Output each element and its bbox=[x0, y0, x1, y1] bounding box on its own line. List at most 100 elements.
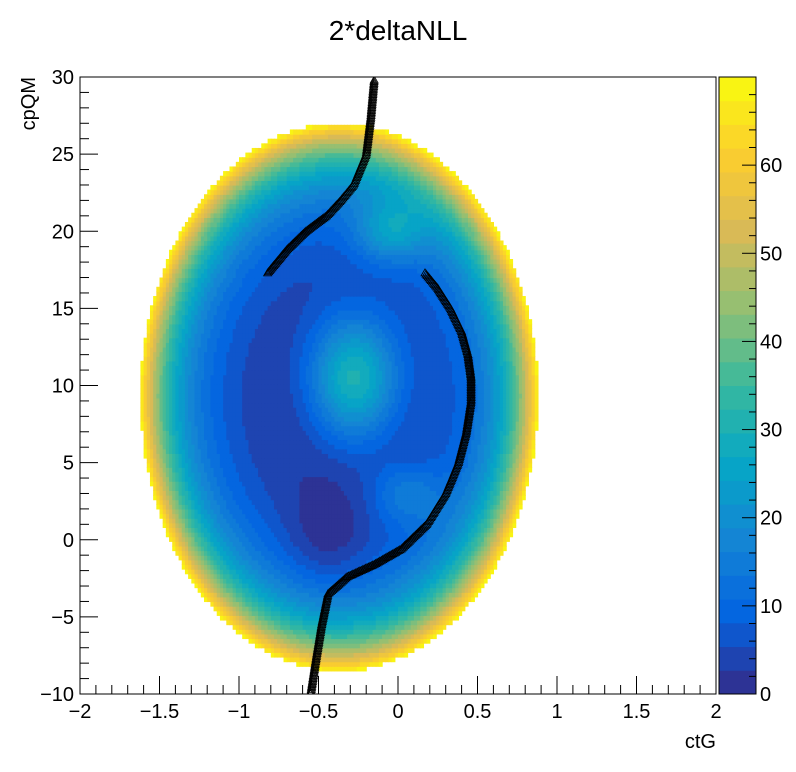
heatmap-cell bbox=[191, 550, 196, 556]
heatmap-cell bbox=[210, 545, 215, 552]
heatmap-cell bbox=[471, 532, 475, 538]
heatmap-cell bbox=[382, 527, 386, 533]
heatmap-cell bbox=[372, 656, 377, 663]
heatmap-cell bbox=[439, 601, 444, 607]
heatmap-cell bbox=[273, 527, 278, 533]
heatmap-cell bbox=[426, 536, 431, 542]
heatmap-cell bbox=[385, 596, 390, 603]
heatmap-cell bbox=[401, 564, 405, 570]
heatmap-cell bbox=[270, 629, 275, 635]
heatmap-cell bbox=[226, 582, 231, 589]
heatmap-cell bbox=[404, 564, 409, 570]
heatmap-cell bbox=[343, 624, 348, 630]
heatmap-cell bbox=[388, 536, 393, 542]
heatmap-cell bbox=[382, 578, 386, 584]
heatmap-cell bbox=[388, 638, 393, 644]
heatmap-cell bbox=[350, 592, 355, 598]
heatmap-cell bbox=[286, 619, 291, 626]
heatmap-cell bbox=[401, 518, 405, 524]
heatmap-cell bbox=[448, 545, 453, 552]
heatmap-cell bbox=[490, 522, 494, 529]
heatmap-cell bbox=[420, 555, 425, 561]
heatmap-cell bbox=[432, 536, 437, 542]
heatmap-cell bbox=[366, 643, 370, 649]
heatmap-cell bbox=[531, 453, 536, 459]
heatmap-cell bbox=[308, 522, 313, 529]
heatmap-cell bbox=[172, 532, 176, 538]
heatmap-cell bbox=[429, 569, 434, 575]
heatmap-cell bbox=[356, 536, 361, 542]
heatmap-cell bbox=[502, 522, 507, 529]
heatmap-cell bbox=[401, 592, 405, 598]
heatmap-cell bbox=[226, 555, 231, 561]
heatmap-cell bbox=[394, 592, 399, 598]
heatmap-cell bbox=[197, 564, 202, 570]
heatmap-cell bbox=[458, 606, 463, 612]
heatmap-cell bbox=[340, 555, 345, 561]
heatmap-cell bbox=[340, 606, 345, 612]
heatmap-cell bbox=[270, 592, 275, 598]
heatmap-cell bbox=[385, 656, 390, 663]
heatmap-cell bbox=[439, 532, 444, 538]
heatmap-cell bbox=[299, 578, 304, 584]
heatmap-cell bbox=[372, 532, 377, 538]
heatmap-cell bbox=[248, 518, 253, 524]
heatmap-cell bbox=[394, 518, 399, 524]
heatmap-cell bbox=[471, 545, 475, 552]
heatmap-cell bbox=[280, 638, 285, 644]
heatmap-cell bbox=[223, 592, 227, 598]
heatmap-cell bbox=[490, 545, 494, 552]
heatmap-cell bbox=[442, 610, 447, 616]
heatmap-cell bbox=[423, 582, 428, 589]
heatmap-cell bbox=[432, 541, 437, 547]
heatmap-cell bbox=[522, 485, 526, 491]
heatmap-cell bbox=[213, 587, 218, 593]
heatmap-cell bbox=[286, 522, 291, 529]
heatmap-cell bbox=[318, 666, 323, 672]
heatmap-cell bbox=[277, 615, 281, 621]
heatmap-cell bbox=[343, 629, 348, 635]
heatmap-cell bbox=[293, 527, 297, 533]
heatmap-cell bbox=[398, 536, 402, 542]
heatmap-cell bbox=[426, 615, 431, 621]
heatmap-cell bbox=[324, 573, 329, 579]
heatmap-cell bbox=[404, 582, 409, 589]
heatmap-cell bbox=[442, 592, 447, 598]
heatmap-cell bbox=[200, 564, 205, 570]
heatmap-cell bbox=[471, 596, 475, 603]
heatmap-cell bbox=[229, 606, 234, 612]
heatmap-cell bbox=[305, 532, 310, 538]
heatmap-cell bbox=[191, 578, 196, 584]
heatmap-cell bbox=[318, 629, 323, 635]
heatmap-cell bbox=[394, 541, 399, 547]
heatmap-cell bbox=[302, 656, 307, 663]
heatmap-cell bbox=[194, 522, 199, 529]
heatmap-cell bbox=[474, 545, 479, 552]
heatmap-cell bbox=[264, 619, 269, 626]
heatmap-cell bbox=[264, 601, 269, 607]
heatmap-cell bbox=[289, 643, 294, 649]
heatmap-cell bbox=[455, 573, 460, 579]
heatmap-cell bbox=[204, 541, 208, 547]
heatmap-cell bbox=[410, 638, 415, 644]
heatmap-cell bbox=[331, 569, 335, 575]
heatmap-cell bbox=[363, 619, 367, 626]
heatmap-cell bbox=[197, 536, 202, 542]
heatmap-cell bbox=[258, 643, 262, 649]
heatmap-cell bbox=[398, 606, 402, 612]
heatmap-cell bbox=[391, 582, 396, 589]
heatmap-cell bbox=[184, 559, 189, 566]
heatmap-cell bbox=[467, 578, 472, 584]
heatmap-cell bbox=[340, 550, 345, 556]
heatmap-cell bbox=[375, 582, 380, 589]
heatmap-cell bbox=[394, 619, 399, 626]
heatmap-cell bbox=[417, 550, 421, 556]
heatmap-cell bbox=[213, 559, 218, 566]
heatmap-cell bbox=[305, 647, 310, 653]
heatmap-cell bbox=[429, 532, 434, 538]
heatmap-cell bbox=[229, 518, 234, 524]
heatmap-cell bbox=[522, 495, 526, 501]
heatmap-cell bbox=[178, 536, 183, 542]
heatmap-cell bbox=[369, 656, 374, 663]
heatmap-cell bbox=[324, 582, 329, 589]
